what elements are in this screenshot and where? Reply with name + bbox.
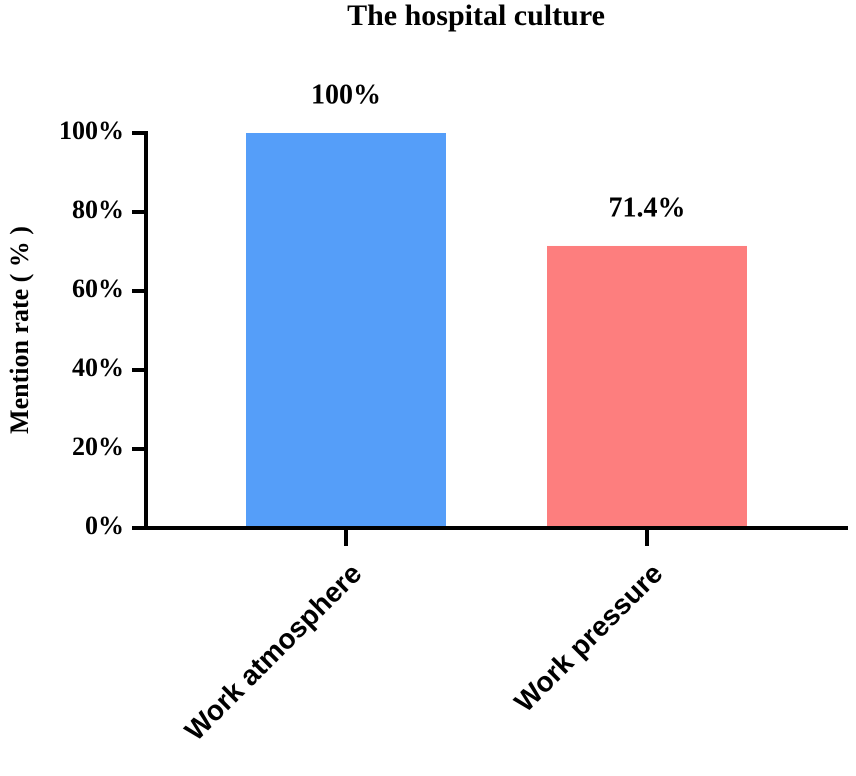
value-label: 71.4%	[609, 192, 686, 223]
x-tick-label: Work pressure	[508, 558, 668, 718]
y-tick-label: 80%	[72, 195, 124, 224]
bar	[547, 245, 747, 528]
y-tick-label: 40%	[72, 353, 124, 382]
y-tick-label: 20%	[72, 432, 124, 461]
chart-title: The hospital culture	[347, 0, 605, 32]
y-axis-label: Mention rate ( % )	[5, 226, 34, 434]
value-label: 100%	[311, 79, 381, 110]
y-tick-label: 60%	[72, 274, 124, 303]
x-tick-label: Work atmosphere	[179, 558, 368, 747]
y-tick-label: 100%	[59, 116, 124, 145]
y-tick-label: 0%	[85, 511, 124, 540]
bar	[246, 133, 446, 528]
